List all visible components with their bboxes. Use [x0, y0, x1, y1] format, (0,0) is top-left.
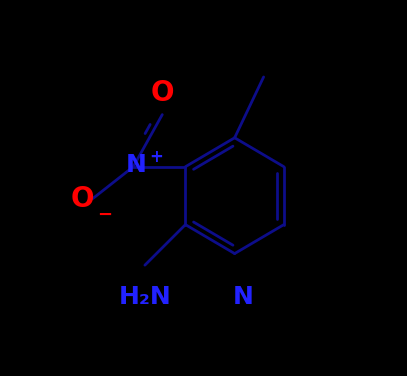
Text: N: N	[233, 285, 254, 309]
Text: O: O	[151, 79, 174, 108]
Text: N: N	[126, 153, 147, 177]
Text: −: −	[97, 206, 112, 224]
Text: H₂N: H₂N	[118, 285, 171, 309]
Text: O: O	[71, 185, 94, 212]
Text: +: +	[149, 148, 163, 165]
